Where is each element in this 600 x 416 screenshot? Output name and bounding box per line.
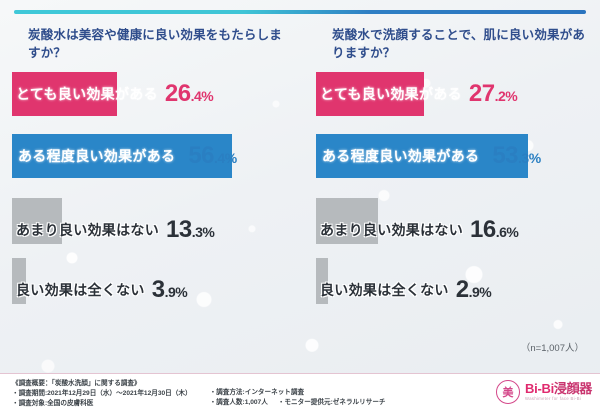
bar-fill (316, 198, 378, 244)
bar-value: 3.9% (151, 276, 188, 303)
question-title-right: 炭酸水で洗顔することで、肌に良い効果がありますか？ (332, 28, 586, 61)
bar-row-content: とても良い効果がある 27.2% (320, 72, 518, 116)
bar-list-right: とても良い効果がある 27.2% ある程度良い効果がある 53.3% (304, 72, 600, 316)
bar-row-content: ある程度良い効果がある 53.3% (322, 134, 541, 178)
bar-row: あまり良い効果はない 13.3% (0, 196, 300, 256)
bar-row: とても良い効果がある 27.2% (304, 72, 600, 134)
chart-column-right: 炭酸水で洗顔することで、肌に良い効果がありますか？ とても良い効果がある 27.… (300, 18, 600, 348)
question-title-left: 炭酸水は美容や健康に良い効果をもたらしますか？ (28, 28, 283, 61)
brand-tagline: Washimeter for face Bi-Bi (525, 396, 582, 402)
sample-size-note: （n=1,007人） (520, 343, 584, 354)
bar-label: ある程度良い効果がある (322, 148, 480, 164)
bar-label: あまり良い効果はない (16, 222, 159, 238)
bar-value: 16.6% (470, 216, 519, 243)
bar-row-content: あまり良い効果はない 13.3% (16, 208, 215, 252)
header-accent-rule (14, 10, 586, 14)
chart-columns: 炭酸水は美容や健康に良い効果をもたらしますか？ とても良い効果がある 26.4%… (0, 18, 600, 348)
brand-wordmark: Bi-Bi浸顔器 Washimeter for face Bi-Bi (525, 382, 592, 401)
bar-row: とても良い効果がある 26.4% (0, 72, 300, 134)
brand-name-jp: 浸顔器 (553, 381, 592, 397)
footer-count-row: ・調査人数:1,007人 ・モニター提供元:ゼネラルリサーチ (210, 398, 386, 408)
bar-fill (12, 72, 117, 116)
bar-label: 良い効果は全くない (16, 282, 145, 298)
bar-fill (316, 72, 424, 116)
bar-row-content: あまり良い効果はない 16.6% (320, 208, 519, 252)
bar-fill (12, 134, 232, 178)
footer-monitor: ・モニター提供元:ゼネラルリサーチ (277, 399, 386, 407)
footer-column-left: 《調査概要：「炭酸水洗顔」に関する調査》 ・調査期間:2021年12月29日（水… (12, 379, 192, 410)
bar-label: とても良い効果がある (16, 86, 158, 102)
footer-target: ・調査対象:全国の皮膚科医 (12, 400, 94, 408)
bar-row: ある程度良い効果がある 56.4% (0, 134, 300, 196)
bar-fill (316, 134, 528, 178)
footer-method: ・調査方法:インターネット調査 (209, 389, 305, 396)
bar-fill (316, 258, 328, 304)
footer-count: ・調査人数:1,007人 (209, 399, 268, 407)
bar-row-content: とても良い効果がある 26.4% (16, 72, 214, 116)
footer-column-right: ・調査方法:インターネット調査 ・調査人数:1,007人 ・モニター提供元:ゼネ… (210, 379, 386, 410)
bar-label: あまり良い効果はない (320, 222, 463, 238)
footer-text-block: 《調査概要：「炭酸水洗顔」に関する調査》 ・調査期間:2021年12月29日（水… (12, 379, 386, 410)
bar-row-content: 良い効果は全くない 3.9% (16, 268, 188, 312)
bar-label: ある程度良い効果がある (18, 148, 176, 164)
bar-fill (12, 258, 26, 304)
bar-label: 良い効果は全くない (320, 282, 449, 298)
bar-row-content: 良い効果は全くない 2.9% (320, 268, 492, 312)
bar-value: 26.4% (164, 80, 214, 107)
bar-value: 56.4% (188, 142, 237, 169)
bar-row-content: ある程度良い効果がある 56.4% (18, 134, 237, 178)
footer-bar: 《調査概要：「炭酸水洗顔」に関する調査》 ・調査期間:2021年12月29日（水… (0, 373, 600, 416)
footer-overview: 《調査概要：「炭酸水洗顔」に関する調査》 (12, 380, 141, 387)
brand-name-en: Bi-Bi (525, 381, 554, 397)
bar-value: 2.9% (455, 276, 492, 303)
bar-value: 27.2% (468, 80, 518, 107)
footer-period: ・調査期間:2021年12月29日（水）〜2021年12月30日（木） (12, 390, 192, 398)
beauty-kanji-icon: 美 (496, 380, 521, 404)
chart-column-left: 炭酸水は美容や健康に良い効果をもたらしますか？ とても良い効果がある 26.4%… (0, 18, 300, 348)
bar-value: 13.3% (166, 216, 215, 243)
bar-row: 良い効果は全くない 3.9% (0, 256, 300, 316)
bar-label: とても良い効果がある (320, 86, 462, 102)
bar-row: あまり良い効果はない 16.6% (304, 196, 600, 256)
brand-name-row: Bi-Bi浸顔器 (525, 382, 592, 395)
brand-logo[interactable]: 美 Bi-Bi浸顔器 Washimeter for face Bi-Bi (496, 380, 592, 404)
bar-fill (12, 198, 62, 244)
bar-row: 良い効果は全くない 2.9% (304, 256, 600, 316)
bar-list-left: とても良い効果がある 26.4% ある程度良い効果がある 56.4% (0, 72, 300, 316)
bar-row: ある程度良い効果がある 53.3% (304, 134, 600, 196)
bar-value: 53.3% (492, 142, 541, 169)
